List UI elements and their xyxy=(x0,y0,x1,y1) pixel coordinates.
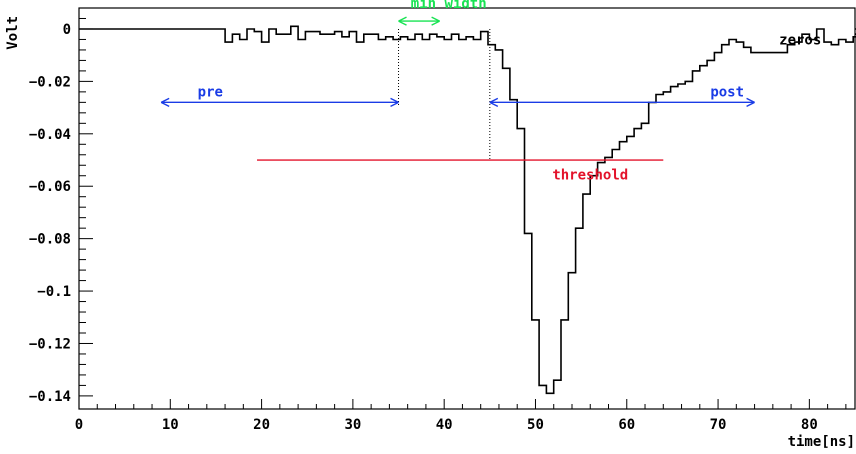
y-axis-tick-labels: 0 −0.02 −0.04 −0.06 −0.08 −0.1 −0.12 −0.14 xyxy=(29,22,71,405)
x-tick-label: 10 xyxy=(162,417,179,433)
y-tick-label: −0.12 xyxy=(29,336,71,352)
pre-arrow-head-right xyxy=(390,97,399,107)
post-arrow-head-right xyxy=(746,97,755,107)
y-tick-label: −0.1 xyxy=(37,284,71,300)
x-tick-label: 0 xyxy=(75,417,83,433)
x-tick-label: 30 xyxy=(344,417,361,433)
pre-arrow xyxy=(160,97,399,107)
post-label: post xyxy=(710,84,744,100)
y-axis-ticks xyxy=(79,17,93,397)
y-tick-label: −0.14 xyxy=(29,389,71,405)
x-tick-label: 70 xyxy=(710,417,727,433)
x-tick-label: 80 xyxy=(801,417,818,433)
x-axis-tick-labels: 0 10 20 30 40 50 60 70 80 xyxy=(75,417,818,433)
x-axis-title: time[ns] xyxy=(788,434,855,450)
annotations: threshold pre post min width zeros xyxy=(160,0,821,183)
threshold-label: threshold xyxy=(552,167,628,183)
y-tick-label: −0.08 xyxy=(29,232,71,248)
pre-label: pre xyxy=(198,84,223,100)
x-tick-label: 20 xyxy=(253,417,270,433)
zeros-label: zeros xyxy=(779,32,821,48)
min-width-arrow-head-left xyxy=(398,16,407,26)
y-tick-label: −0.06 xyxy=(29,179,71,195)
x-tick-label: 40 xyxy=(436,417,453,433)
x-tick-label: 60 xyxy=(618,417,635,433)
x-tick-label: 50 xyxy=(527,417,544,433)
y-tick-label: −0.02 xyxy=(29,74,71,90)
plot-frame xyxy=(78,7,856,410)
post-arrow xyxy=(489,97,755,107)
y-axis-title: Volt xyxy=(5,16,21,50)
signal-step-line xyxy=(79,25,856,395)
y-tick-label: −0.04 xyxy=(29,127,71,143)
min-width-label: min width xyxy=(411,0,487,12)
min-width-arrow xyxy=(398,16,440,26)
post-arrow-head-left xyxy=(489,97,499,107)
y-tick-label: 0 xyxy=(63,22,71,38)
pre-arrow-head-left xyxy=(160,97,170,107)
min-width-arrow-head-right xyxy=(431,16,440,26)
x-axis-ticks xyxy=(78,399,847,409)
